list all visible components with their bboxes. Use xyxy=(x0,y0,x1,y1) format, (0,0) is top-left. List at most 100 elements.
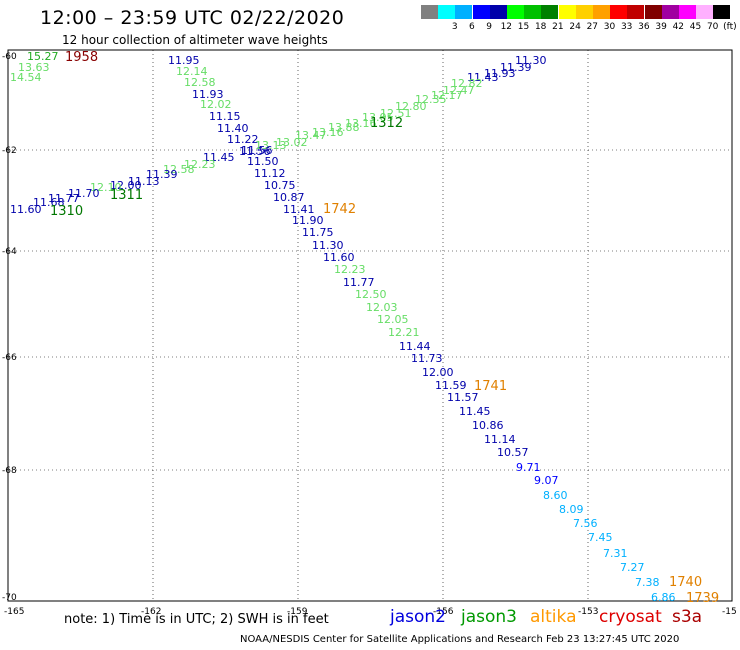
swh-value: 11.93 xyxy=(192,88,224,101)
legend-label: 36 xyxy=(638,22,650,32)
legend-label: 70 xyxy=(706,22,719,32)
swh-value: 12.21 xyxy=(388,326,420,339)
legend-swatch xyxy=(472,5,490,19)
swh-value: 9.07 xyxy=(534,474,559,487)
legend-label: 18 xyxy=(534,22,547,32)
swh-value: 13.16 xyxy=(312,126,344,139)
swh-value: 9.71 xyxy=(516,461,541,474)
swh-value: 12.03 xyxy=(366,301,398,314)
swh-value: 12.23 xyxy=(184,158,216,171)
swh-value: 11.93 xyxy=(484,67,516,80)
swh-value: 11.22 xyxy=(227,133,259,146)
legend-swatch xyxy=(489,5,507,19)
swh-value: 11.40 xyxy=(217,122,249,135)
swh-value: 11.39 xyxy=(146,168,178,181)
swh-value: 12.00 xyxy=(422,366,454,379)
satellite-name-cryosat: cryosat xyxy=(599,607,662,627)
wave-height-legend: 3 6 9 12 15 18 21 24 27 30 33 36 39 42 45 70 (ft) xyxy=(421,5,737,35)
swh-value: 13.16 xyxy=(345,117,377,130)
pass-time-label: 1311 xyxy=(110,188,143,203)
swh-value: 13.02 xyxy=(276,136,308,149)
swh-value: 12.23 xyxy=(334,263,366,276)
legend-swatch xyxy=(713,5,731,19)
swh-value: 11.60 xyxy=(10,203,42,216)
lat-tick-label: -60 xyxy=(2,52,17,62)
units-note: note: 1) Time is in UTC; 2) SWH is in fe… xyxy=(64,612,329,627)
pass-time-label: 1740 xyxy=(669,575,702,590)
swh-value: 11.30 xyxy=(515,54,547,67)
satellite-name-s3a: s3a xyxy=(672,607,703,627)
legend-swatch xyxy=(541,5,559,19)
pass-time-label: 1958 xyxy=(65,50,98,65)
swh-value: 13.05 xyxy=(362,111,394,124)
legend-swatch xyxy=(593,5,610,19)
swh-value: 12.50 xyxy=(355,288,387,301)
lon-tick-label: -15 xyxy=(722,607,737,617)
swh-value: 10.86 xyxy=(472,419,504,432)
legend-swatch xyxy=(575,5,593,19)
map-frame xyxy=(7,49,733,602)
pass-time-label: 1742 xyxy=(323,202,356,217)
legend-swatch xyxy=(627,5,645,19)
swh-value: 8.60 xyxy=(543,489,568,502)
legend-label: 42 xyxy=(672,22,685,32)
legend-label: 27 xyxy=(586,22,599,32)
swh-value: 14.54 xyxy=(10,71,42,84)
swh-value: 12.02 xyxy=(200,98,232,111)
satellite-name-jason2: jason2 xyxy=(390,607,446,627)
page-title: 12:00 – 23:59 UTC 02/22/2020 xyxy=(40,7,345,29)
swh-value: 11.77 xyxy=(48,192,80,205)
swh-value: 12.51 xyxy=(380,107,412,120)
legend-label: 3 xyxy=(451,22,458,32)
lon-tick-label: -162 xyxy=(141,607,161,617)
swh-value: 11.68 xyxy=(33,196,65,209)
swh-value: 11.60 xyxy=(323,251,355,264)
swh-value: 8.09 xyxy=(559,503,584,516)
lon-tick-label: -156 xyxy=(433,607,454,617)
swh-value: 11.45 xyxy=(459,405,491,418)
swh-value: 7.38 xyxy=(635,576,660,589)
swh-value: 10.57 xyxy=(497,446,529,459)
swh-value: 13.88 xyxy=(328,121,360,134)
swh-value: 12.80 xyxy=(395,100,427,113)
swh-value: 13.13 xyxy=(255,139,287,152)
swh-value: 11.30 xyxy=(312,239,344,252)
satellite-name-jason3: jason3 xyxy=(461,607,517,627)
legend-label: 24 xyxy=(569,22,581,32)
footer-credit: NOAA/NESDIS Center for Satellite Applica… xyxy=(240,634,680,645)
swh-value: 11.77 xyxy=(343,276,375,289)
legend-swatch xyxy=(558,5,576,19)
swh-value: 7.27 xyxy=(620,561,645,574)
swh-value: 11.14 xyxy=(484,433,516,446)
legend-label: 21 xyxy=(552,22,564,32)
swh-value: 11.57 xyxy=(447,391,479,404)
satellite-name-altika: altika xyxy=(530,607,577,627)
swh-value: 11.41 xyxy=(283,203,315,216)
swh-value: 7.45 xyxy=(588,531,613,544)
legend-swatch xyxy=(644,5,662,19)
swh-value: 12.47 xyxy=(443,84,475,97)
swh-value: 13.63 xyxy=(18,61,50,74)
swh-value: 11.90 xyxy=(292,214,324,227)
swh-value: 11.50 xyxy=(247,155,279,168)
swh-value: 12.00 xyxy=(110,179,142,192)
legend-label: 45 xyxy=(689,22,702,32)
swh-value: 6.86 xyxy=(651,591,676,604)
legend-label: 12 xyxy=(500,22,513,32)
pass-time-label: 1741 xyxy=(474,379,507,394)
swh-value: 12.82 xyxy=(451,77,483,90)
swh-value: 11.70 xyxy=(68,187,100,200)
swh-value: 11.75 xyxy=(302,226,334,239)
legend-swatch xyxy=(524,5,542,19)
legend-swatch xyxy=(696,5,714,19)
swh-value: 11.43 xyxy=(467,71,499,84)
legend-swatch xyxy=(610,5,628,19)
legend-swatch xyxy=(455,5,473,19)
swh-value: 11.39 xyxy=(500,61,532,74)
lon-tick-label: -153 xyxy=(578,607,598,617)
legend-label: 30 xyxy=(603,22,616,32)
lat-tick-label: -66 xyxy=(2,353,17,363)
lon-tick-label: -165 xyxy=(4,607,24,617)
legend-label: 6 xyxy=(469,22,475,32)
